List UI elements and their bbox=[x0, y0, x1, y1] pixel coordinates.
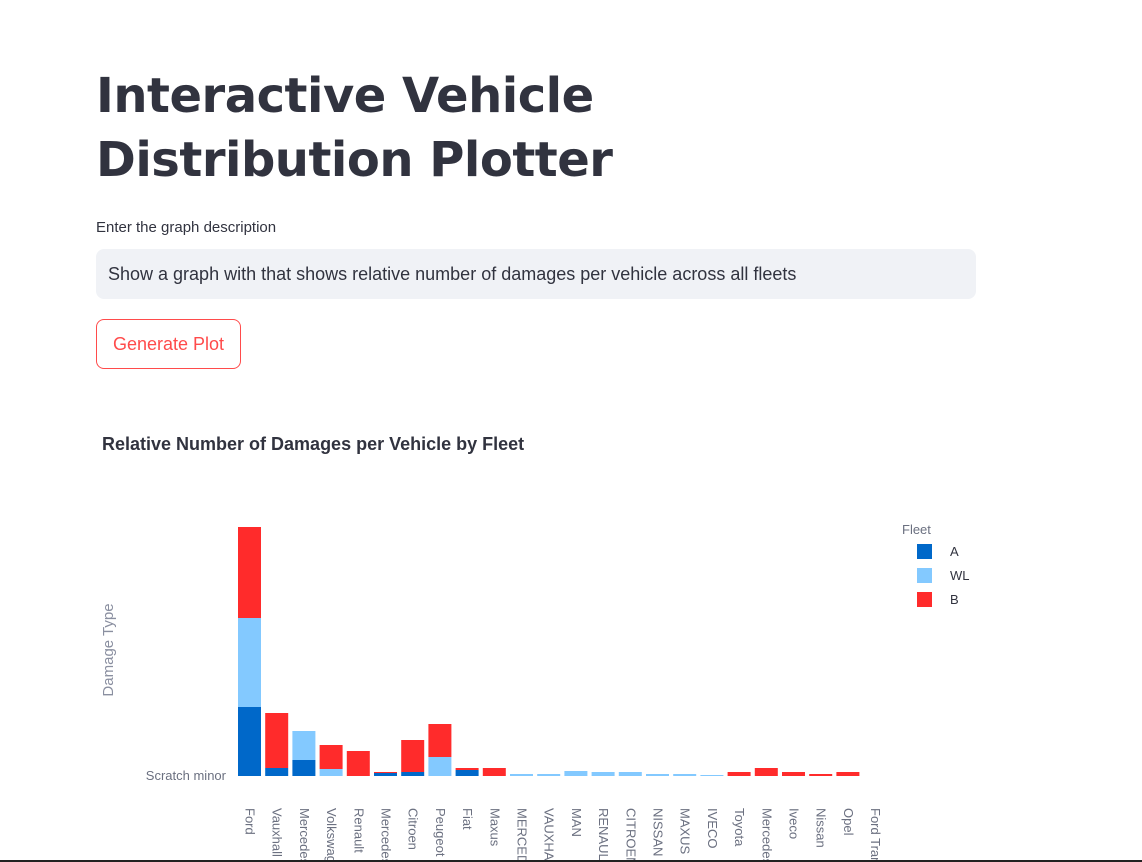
x-tick-labels: Ford Vauxhall Mercedes Volkswagen Renault Mer… bbox=[243, 808, 884, 862]
x-tick-label: MERCEDES bbox=[515, 808, 530, 862]
bar-b-18[interactable] bbox=[727, 772, 751, 776]
page-title: Interactive Vehicle Distribution Plotter bbox=[96, 68, 613, 188]
x-tick-label: RENAULT bbox=[596, 808, 611, 862]
bar-wl-10[interactable] bbox=[510, 774, 533, 776]
x-tick-label: Fiat bbox=[460, 808, 475, 830]
y-axis-label: Damage Type bbox=[100, 603, 117, 696]
bar-a-1[interactable] bbox=[265, 768, 289, 776]
x-tick-label: Mercedes bbox=[379, 808, 394, 862]
bar-b-4[interactable] bbox=[346, 751, 370, 776]
bar-wl-3[interactable] bbox=[319, 769, 343, 776]
bar-b-5[interactable] bbox=[374, 772, 397, 773]
bar-b-0[interactable] bbox=[238, 527, 261, 618]
legend-swatch-b[interactable] bbox=[917, 592, 932, 607]
x-tick-label: Ford Transit bbox=[868, 808, 883, 862]
legend-label-wl[interactable]: WL bbox=[950, 568, 970, 583]
bar-b-6[interactable] bbox=[401, 740, 425, 772]
x-tick-label: NISSAN bbox=[651, 808, 666, 856]
bar-wl-13[interactable] bbox=[591, 772, 615, 776]
x-tick-label: MAN bbox=[569, 808, 584, 837]
y-tick-label: Scratch minor bbox=[146, 768, 227, 783]
bar-wl-12[interactable] bbox=[564, 771, 588, 776]
bar-a-0[interactable] bbox=[238, 707, 261, 776]
x-tick-label: Volkswagen bbox=[324, 808, 339, 862]
bar-b-19[interactable] bbox=[754, 768, 778, 776]
x-tick-label: Mercedes bbox=[297, 808, 312, 862]
x-tick-label: Maxus bbox=[487, 808, 502, 847]
legend-title: Fleet bbox=[902, 522, 931, 537]
x-tick-label: Renault bbox=[351, 808, 366, 853]
x-tick-label: Ford bbox=[243, 808, 258, 835]
x-tick-label: Opel bbox=[841, 808, 856, 836]
description-input[interactable] bbox=[96, 249, 976, 299]
x-tick-label: Citroen bbox=[406, 808, 421, 850]
x-tick-label: Vauxhall bbox=[270, 808, 285, 857]
bars-group bbox=[238, 527, 860, 776]
bar-b-21[interactable] bbox=[809, 774, 833, 776]
bar-a-5[interactable] bbox=[374, 773, 397, 776]
bar-chart[interactable]: Ford Vauxhall Mercedes Volkswagen Renault Mer… bbox=[0, 460, 1142, 862]
legend-label-a[interactable]: A bbox=[950, 544, 959, 559]
bar-wl-7[interactable] bbox=[428, 757, 452, 776]
x-tick-label: VAUXHALL bbox=[542, 808, 557, 862]
x-tick-label: CITROEN bbox=[623, 808, 638, 862]
bar-wl-2[interactable] bbox=[292, 731, 316, 760]
bar-b-7[interactable] bbox=[428, 724, 452, 757]
legend-label-b[interactable]: B bbox=[950, 592, 959, 607]
bar-wl-17[interactable] bbox=[700, 775, 724, 776]
x-tick-label: Iveco bbox=[787, 808, 802, 839]
generate-plot-button[interactable]: Generate Plot bbox=[96, 319, 241, 369]
bar-b-8[interactable] bbox=[455, 768, 479, 770]
bar-wl-16[interactable] bbox=[673, 774, 697, 776]
chart-title: Relative Number of Damages per Vehicle b… bbox=[102, 434, 525, 454]
description-input-label: Enter the graph description bbox=[96, 219, 277, 236]
legend-swatch-wl[interactable] bbox=[917, 568, 932, 583]
bar-wl-0[interactable] bbox=[238, 618, 261, 707]
bar-b-3[interactable] bbox=[319, 745, 343, 769]
x-tick-label: Mercedes bbox=[759, 808, 774, 862]
legend[interactable]: Fleet A WL B bbox=[902, 522, 970, 607]
bar-b-22[interactable] bbox=[836, 772, 860, 776]
bar-wl-15[interactable] bbox=[646, 774, 669, 776]
bar-a-8[interactable] bbox=[455, 770, 479, 776]
bar-b-20[interactable] bbox=[782, 772, 805, 776]
bar-wl-14[interactable] bbox=[618, 772, 642, 776]
x-tick-label: MAXUS bbox=[678, 808, 693, 855]
x-tick-label: IVECO bbox=[705, 808, 720, 848]
bar-wl-11[interactable] bbox=[537, 774, 561, 776]
x-tick-label: Toyota bbox=[732, 808, 747, 847]
bar-a-6[interactable] bbox=[401, 772, 425, 776]
bar-b-1[interactable] bbox=[265, 713, 289, 768]
bar-b-9[interactable] bbox=[482, 768, 506, 776]
bar-a-2[interactable] bbox=[292, 760, 316, 776]
x-tick-label: Nissan bbox=[814, 808, 829, 848]
bottom-border bbox=[0, 860, 1142, 862]
legend-swatch-a[interactable] bbox=[917, 544, 932, 559]
x-tick-label: Peugeot bbox=[433, 808, 448, 857]
